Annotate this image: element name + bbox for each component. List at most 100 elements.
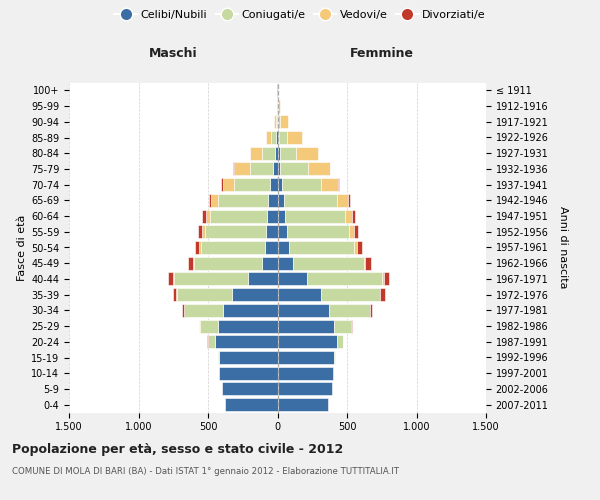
Bar [234,178,270,191]
Bar [354,226,358,238]
Bar [277,304,329,317]
Bar [250,147,262,160]
Bar [250,162,272,175]
Bar [276,131,277,144]
Bar [383,272,389,285]
Bar [277,162,280,175]
Bar [205,226,266,238]
Bar [262,147,275,160]
Bar [218,194,268,207]
Bar [338,178,340,191]
Bar [193,257,194,270]
Bar [232,288,277,301]
Bar [277,398,328,411]
Bar [364,257,365,270]
Bar [296,147,318,160]
Bar [278,100,280,112]
Bar [194,257,262,270]
Bar [265,241,277,254]
Bar [266,131,271,144]
Bar [287,131,302,144]
Bar [173,272,174,285]
Text: Femmine: Femmine [350,47,414,60]
Bar [281,178,320,191]
Bar [277,241,289,254]
Bar [219,367,277,380]
Bar [219,351,277,364]
Bar [206,210,210,222]
Bar [176,288,177,301]
Y-axis label: Anni di nascita: Anni di nascita [558,206,568,288]
Bar [277,116,278,128]
Bar [329,304,370,317]
Bar [268,194,277,207]
Bar [337,336,343,348]
Bar [234,162,250,175]
Bar [223,178,234,191]
Bar [308,162,329,175]
Bar [277,178,281,191]
Bar [277,226,287,238]
Bar [280,162,308,175]
Bar [174,272,248,285]
Bar [200,320,218,332]
Bar [320,178,338,191]
Bar [277,257,293,270]
Bar [337,194,347,207]
Bar [277,351,334,364]
Bar [293,257,364,270]
Bar [280,116,288,128]
Bar [199,241,201,254]
Bar [184,304,223,317]
Bar [270,178,277,191]
Bar [284,194,337,207]
Bar [276,116,277,128]
Bar [272,162,277,175]
Bar [279,131,287,144]
Bar [277,272,307,285]
Bar [196,241,199,254]
Bar [167,272,173,285]
Bar [223,304,277,317]
Bar [289,241,354,254]
Text: COMUNE DI MOLA DI BARI (BA) - Dati ISTAT 1° gennaio 2012 - Elaborazione TUTTITAL: COMUNE DI MOLA DI BARI (BA) - Dati ISTAT… [12,468,399,476]
Bar [382,272,383,285]
Bar [347,194,350,207]
Bar [334,351,335,364]
Bar [277,210,285,222]
Bar [224,398,277,411]
Bar [278,116,280,128]
Bar [221,178,223,191]
Bar [349,226,354,238]
Bar [370,304,373,317]
Bar [208,336,215,348]
Bar [277,336,337,348]
Bar [271,131,276,144]
Y-axis label: Fasce di età: Fasce di età [17,214,27,280]
Bar [275,147,277,160]
Bar [218,320,277,332]
Bar [266,226,277,238]
Bar [321,288,380,301]
Bar [267,210,277,222]
Text: Maschi: Maschi [149,47,197,60]
Bar [210,210,267,222]
Bar [357,241,362,254]
Bar [188,257,193,270]
Bar [329,162,331,175]
Bar [352,210,355,222]
Bar [285,210,345,222]
Bar [215,336,277,348]
Bar [177,288,232,301]
Bar [202,226,205,238]
Bar [334,320,351,332]
Bar [198,226,202,238]
Bar [218,351,219,364]
Bar [277,367,333,380]
Bar [277,194,284,207]
Bar [248,272,277,285]
Text: Popolazione per età, sesso e stato civile - 2012: Popolazione per età, sesso e stato civil… [12,442,343,456]
Bar [222,382,277,396]
Bar [345,210,352,222]
Bar [202,210,206,222]
